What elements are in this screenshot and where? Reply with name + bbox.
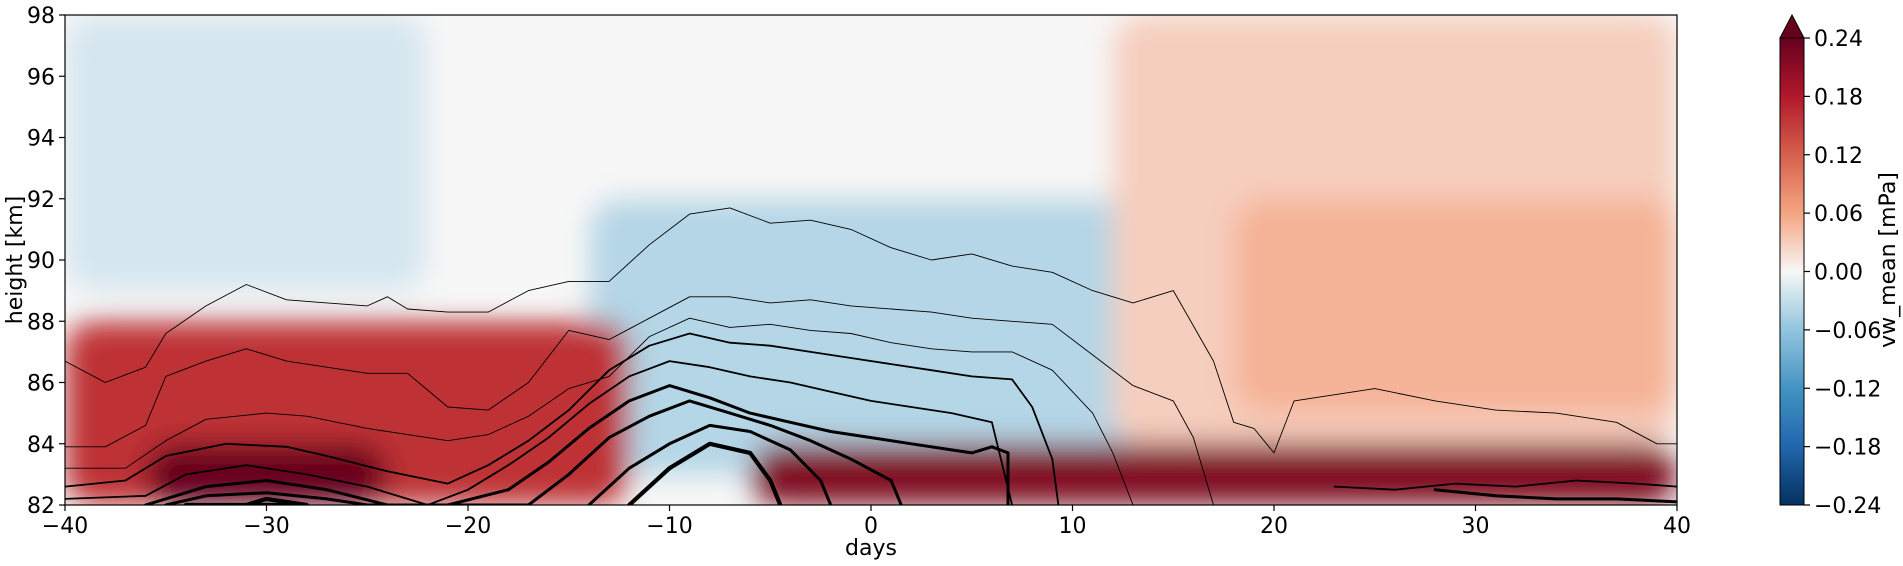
x-tick-label: −30 — [243, 514, 289, 539]
colorbar: −0.24 −0.18 −0.12 −0.06 0.00 0.06 0.12 0.18 0.24… — [1779, 13, 1901, 519]
colorbar-gradient — [1779, 37, 1805, 506]
y-tick-label: 96 — [27, 65, 55, 90]
field-region-upper-left-negative — [65, 15, 428, 291]
colorbar-tick-label: −0.06 — [1814, 319, 1881, 344]
colorbar-tick-label: −0.18 — [1814, 436, 1881, 461]
colorbar-tick-label: 0.24 — [1814, 27, 1863, 52]
x-axis-title: days — [845, 536, 897, 561]
y-tick-label: 90 — [27, 249, 55, 274]
contour-line-9 — [627, 441, 783, 505]
contour-line-11 — [1433, 488, 1677, 504]
contour-line-1 — [65, 207, 1677, 454]
colorbar-tick-label: 0.12 — [1814, 144, 1863, 169]
y-tick-label: 98 — [27, 4, 55, 29]
contour-line-2 — [65, 296, 1214, 505]
colorbar-tick-label: −0.12 — [1814, 377, 1881, 402]
contour-line-10 — [183, 496, 309, 505]
contour-line-4 — [65, 332, 1060, 505]
y-tick-label: 92 — [27, 188, 55, 213]
colorbar-tick-label: 0.00 — [1814, 261, 1863, 286]
x-tick-label: 30 — [1462, 514, 1490, 539]
contour-line-5 — [65, 360, 1013, 505]
x-tick-label: 40 — [1663, 514, 1691, 539]
y-axis: 82 84 86 88 90 92 94 96 98 — [27, 4, 65, 519]
y-tick-label: 82 — [27, 494, 55, 519]
colorbar-ticks: −0.24 −0.18 −0.12 −0.06 0.00 0.06 0.12 0.18 0.24 — [1804, 27, 1881, 519]
contour-line-12 — [1333, 479, 1677, 491]
contour-line-8 — [587, 423, 833, 505]
x-tick-label: −10 — [646, 514, 692, 539]
y-tick-label: 84 — [27, 433, 55, 458]
y-tick-label: 88 — [27, 310, 55, 335]
x-tick-label: −20 — [445, 514, 491, 539]
colorbar-tick-label: 0.06 — [1814, 202, 1863, 227]
field-region-bottom-right-positive — [750, 443, 1677, 505]
y-axis-title: height [km] — [3, 196, 28, 324]
x-tick-label: −40 — [42, 514, 88, 539]
y-tick-label: 86 — [27, 372, 55, 397]
field-region-upper-right-core — [1233, 198, 1677, 414]
colorbar-tick-label: −0.24 — [1814, 494, 1881, 519]
contour-lines — [65, 207, 1677, 505]
contour-line-6 — [144, 384, 1010, 505]
x-tick-label: 0 — [864, 514, 878, 539]
filled-contour-field — [65, 15, 1677, 505]
y-tick-label: 94 — [27, 127, 55, 152]
colorbar-extend-arrow — [1779, 13, 1805, 39]
colorbar-tick-label: 0.18 — [1814, 85, 1863, 110]
x-tick-label: 20 — [1260, 514, 1288, 539]
field-region-central-negative-halo — [588, 198, 1194, 475]
colorbar-label: vw_mean [mPa] — [1876, 172, 1901, 348]
x-axis: −40 −30 −20 −10 0 10 20 30 40 — [42, 505, 1691, 539]
contour-line-3 — [65, 317, 1134, 505]
contour-line-7 — [164, 399, 903, 505]
x-tick-label: 10 — [1059, 514, 1087, 539]
